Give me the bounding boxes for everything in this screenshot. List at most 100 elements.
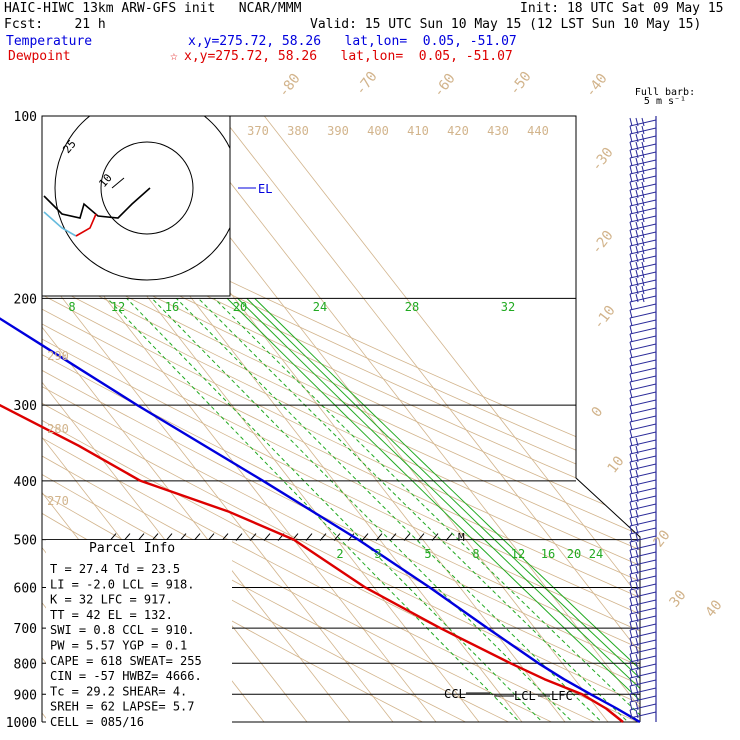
wind-barb-flag — [635, 485, 639, 495]
wind-barb-flag — [641, 269, 645, 279]
wind-barb-flag — [629, 493, 633, 503]
freezing-tick — [151, 533, 159, 541]
wind-barb-flag — [635, 637, 639, 647]
mixing-ratio-line — [176, 298, 616, 722]
wind-barb — [629, 431, 657, 439]
dry-adiabat-line — [42, 116, 640, 722]
mixing-ratio-label: 24 — [589, 547, 603, 561]
wind-barb-flag — [629, 597, 633, 607]
wind-barb-flag — [641, 197, 645, 207]
freezing-tick — [375, 533, 383, 541]
mixing-ratio-label: 12 — [511, 547, 525, 561]
parcel-info-box: Parcel Info T = 27.4 Td = 23.5LI = -2.0 L… — [46, 540, 232, 729]
wind-barb — [629, 487, 657, 495]
wind-barb-flag — [641, 285, 645, 295]
wind-barb-flag — [629, 309, 633, 319]
temperature-legend: Temperature — [6, 34, 93, 49]
dry-adiabats — [42, 116, 640, 722]
theta-side-label: 280 — [47, 422, 69, 436]
barb-legend-title: Full barb: — [635, 87, 695, 98]
wind-barb-flag — [635, 605, 639, 615]
freezing-tick — [431, 533, 439, 541]
wind-barb-flag — [635, 205, 639, 215]
dewpoint-legend: Dewpoint — [8, 49, 71, 64]
theta-side-label: 270 — [47, 494, 69, 508]
wind-barb-flag — [629, 253, 633, 263]
wind-barb — [629, 639, 657, 647]
wind-barb-flag — [629, 301, 633, 311]
dry-adiabat-line — [42, 116, 640, 722]
wind-barb — [629, 447, 657, 455]
parcel-row: K = 32 LFC = 917. — [50, 593, 173, 607]
freezing-tick — [417, 533, 425, 541]
hodograph-ring-10 — [100, 141, 194, 235]
wind-barb-flag — [635, 669, 639, 679]
theta-label: 400 — [367, 124, 389, 138]
wind-barb-flag — [629, 613, 633, 623]
dry-adiabat-line — [42, 116, 623, 722]
wind-barb-flag — [629, 333, 633, 343]
isotherm-label: -20 — [589, 228, 617, 258]
wind-barb — [629, 591, 657, 599]
theta-label: 370 — [247, 124, 269, 138]
wind-barb — [629, 351, 657, 359]
dewpoint-profile — [0, 403, 624, 723]
wind-barb-flag — [635, 221, 639, 231]
wind-barb — [629, 679, 657, 687]
parcel-row: TT = 42 EL = 132. — [50, 608, 173, 622]
wind-barb — [629, 655, 657, 663]
wind-barb — [629, 319, 657, 327]
wind-barb — [629, 303, 657, 311]
dry-adiabat-line — [42, 116, 640, 722]
wind-barb-flag — [641, 293, 645, 303]
wind-barb-flag — [641, 181, 645, 191]
wind-barb-flag — [635, 237, 639, 247]
el-label: EL — [258, 182, 272, 196]
mixing-ratio-label: 2 — [336, 547, 343, 561]
lfc-label: LFC — [551, 689, 573, 703]
wind-barb-flag — [635, 613, 639, 623]
wind-barb-flag — [629, 205, 633, 215]
isotherm-line — [221, 116, 640, 722]
wind-barb — [629, 575, 657, 583]
wind-barb-flag — [635, 629, 639, 639]
wind-barb-flag — [635, 445, 639, 455]
parcel-row: CIN = -57 HWBZ= 4666. — [50, 669, 202, 683]
wind-barb-flag — [629, 677, 633, 687]
wind-barb-flag — [629, 141, 633, 151]
freezing-tick — [263, 533, 271, 541]
wind-barb-flag — [635, 701, 639, 711]
dry-adiabat-line — [42, 116, 640, 722]
wind-barb — [629, 311, 657, 319]
pressure-label: 100 — [14, 110, 37, 125]
wind-barb-flag — [641, 221, 645, 231]
wind-barb-flag — [629, 661, 633, 671]
wind-barb-flag — [635, 125, 639, 135]
wind-barb-flag — [635, 149, 639, 159]
isotherm-label: 10 — [605, 453, 628, 476]
wind-barb — [629, 663, 657, 671]
mixing-ratio-line — [198, 298, 640, 722]
wind-barb — [629, 599, 657, 607]
dry-adiabat-line — [42, 116, 640, 722]
mixing-ratio-label: 8 — [68, 300, 75, 314]
wind-barb-flag — [629, 317, 633, 327]
wind-barb-flag — [629, 325, 633, 335]
theta-label: 440 — [527, 124, 549, 138]
wind-barb-flag — [635, 645, 639, 655]
wind-barb — [629, 367, 657, 375]
freezing-tick — [445, 533, 453, 541]
wind-barb-flag — [629, 525, 633, 535]
mixing-ratio-label: 5 — [424, 547, 431, 561]
wind-barb — [629, 631, 657, 639]
wind-barb-flag — [635, 245, 639, 255]
wind-barb-flag — [629, 461, 633, 471]
wind-barb — [629, 607, 657, 615]
wind-barb-flag — [635, 477, 639, 487]
wind-barb-flag — [641, 117, 645, 127]
isotherm-label: 30 — [667, 587, 690, 610]
wind-barb-flag — [629, 277, 633, 287]
wind-barb-flag — [635, 165, 639, 175]
parcel-row: Tc = 29.2 SHEAR= 4. — [50, 684, 187, 698]
